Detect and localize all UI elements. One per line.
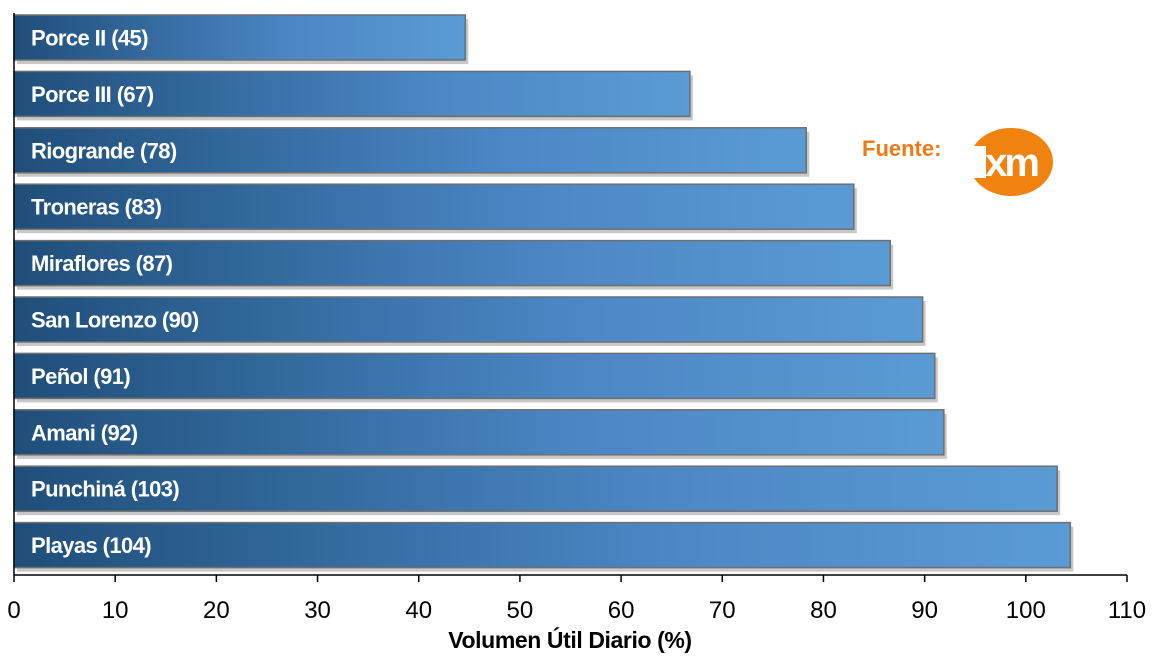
source-label: Fuente: — [862, 136, 941, 161]
x-tick-label: 80 — [810, 597, 837, 624]
bar-riogrande — [13, 127, 808, 174]
xm-logo: xm — [964, 128, 1053, 196]
bar-pe-ol — [13, 352, 936, 400]
bar-porce-ii — [13, 14, 467, 61]
x-tick-label: 40 — [405, 597, 432, 624]
x-axis: 0 10 20 30 40 50 60 70 80 90 100 110 — [7, 13, 1146, 624]
x-tick-label: 110 — [1108, 597, 1146, 624]
bar-label: Riogrande (78) — [31, 138, 177, 163]
x-axis-title: Volumen Útil Diario (%) — [448, 626, 691, 653]
xm-logo-text: xm — [985, 141, 1038, 185]
bar-label: Troneras (83) — [31, 195, 162, 220]
x-tick-label: 50 — [507, 597, 534, 624]
bar-label: Amani (92) — [31, 420, 138, 445]
x-tick-label: 90 — [911, 597, 938, 624]
bar-label: Porce II (45) — [31, 26, 148, 51]
bar-amani — [13, 409, 945, 456]
source-credit: Fuente: xm — [862, 128, 1053, 196]
x-ticks: 0 10 20 30 40 50 60 70 80 90 100 110 — [7, 575, 1146, 624]
bar-porce-iii — [13, 70, 691, 118]
bar-playas — [13, 521, 1072, 569]
bar-label: Peñol (91) — [31, 364, 130, 389]
bars — [13, 14, 1072, 569]
x-tick-label: 10 — [102, 597, 129, 624]
bar-label: Playas (104) — [31, 533, 151, 558]
bar-labels: Porce II (45) Porce III (67) Riogrande (78… — [31, 26, 200, 559]
x-tick-label: 20 — [203, 597, 230, 624]
x-tick-label: 30 — [304, 597, 331, 624]
bar-troneras — [13, 183, 855, 230]
x-tick-label: 100 — [1006, 597, 1046, 624]
bar-label: Porce III (67) — [31, 82, 154, 107]
bar-label: San Lorenzo (90) — [31, 308, 199, 333]
xm-logo-cutout — [964, 146, 986, 178]
bar-punchin- — [13, 465, 1058, 512]
bar-label: Punchiná (103) — [31, 477, 179, 502]
xm-logo-circle — [969, 128, 1053, 196]
bar-label: Miraflores (87) — [31, 251, 173, 276]
bar-san-lorenzo — [13, 296, 924, 343]
x-tick-label: 60 — [608, 597, 635, 624]
x-tick-label: 70 — [709, 597, 736, 624]
x-tick-label: 0 — [7, 597, 20, 624]
